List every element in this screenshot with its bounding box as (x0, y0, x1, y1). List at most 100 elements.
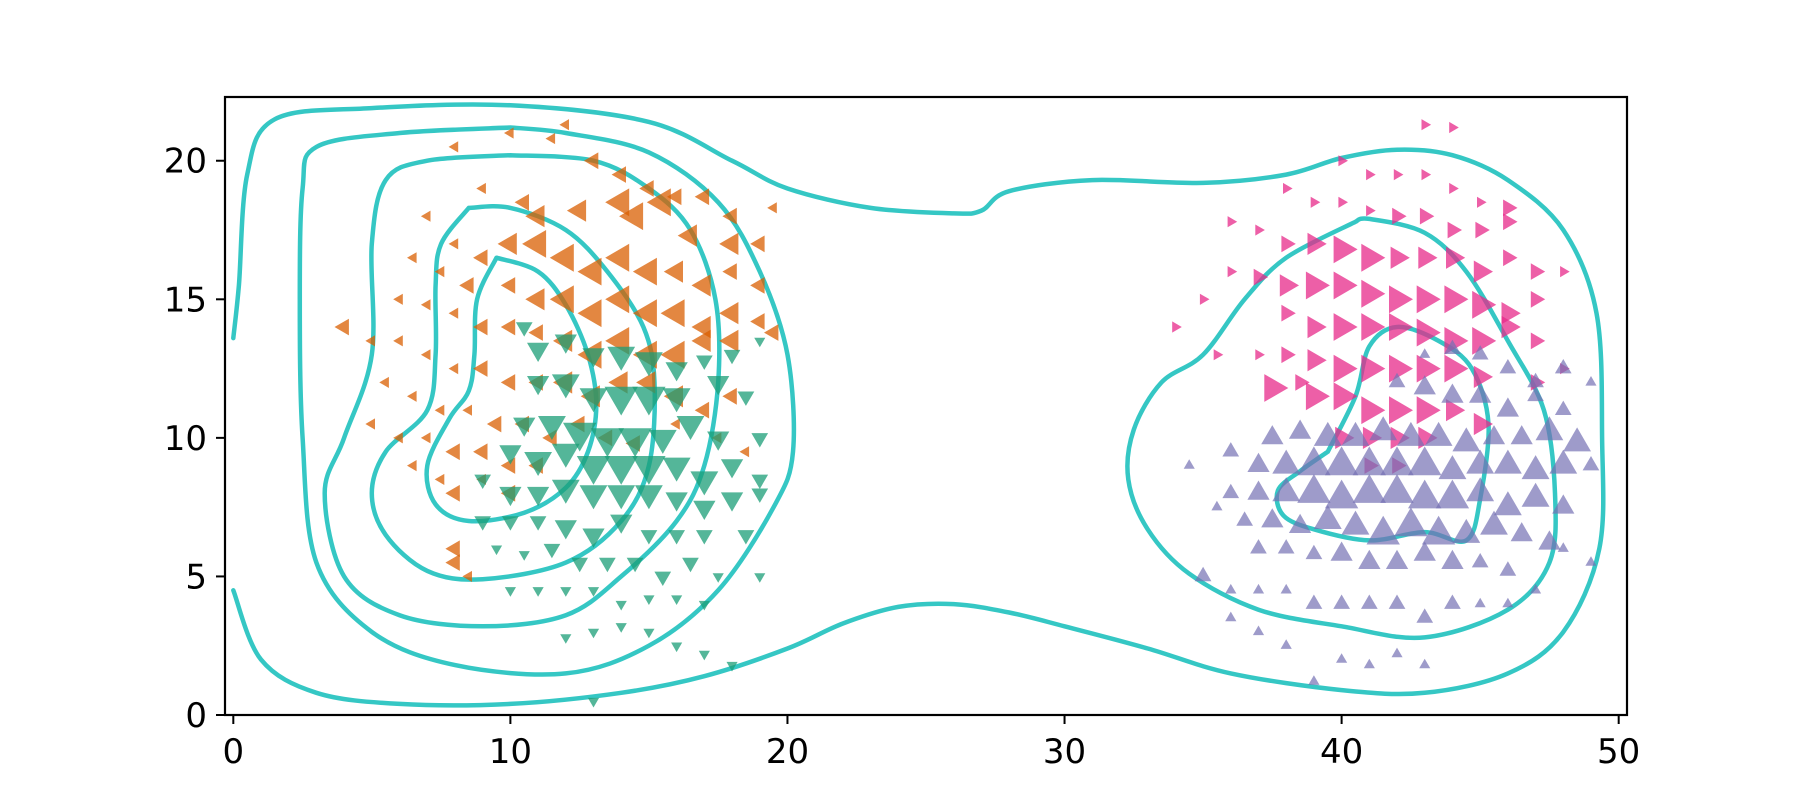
scatter-point (1503, 249, 1518, 267)
scatter-point (1452, 427, 1481, 452)
scatter-point (1493, 449, 1522, 474)
scatter-point (538, 416, 566, 440)
scatter-point (518, 551, 530, 561)
scatter-point (1280, 639, 1292, 649)
scatter-point (1413, 541, 1436, 561)
scatter-point (1236, 511, 1253, 526)
scatter-point (1361, 354, 1386, 383)
scatter-point (1510, 425, 1533, 445)
y-tick-label: 10 (164, 419, 207, 459)
scatter-point (605, 243, 630, 272)
scatter-point (1305, 594, 1323, 609)
scatter-point (610, 514, 633, 534)
scatter-point (549, 285, 574, 314)
scatter-point (524, 452, 552, 476)
scatter-point (1333, 382, 1358, 411)
scatter-point (1341, 421, 1370, 446)
scatter-point (500, 277, 516, 294)
scatter-point (1324, 479, 1359, 509)
scatter-point (1530, 583, 1542, 594)
scatter-point (739, 446, 750, 458)
scatter-point (1172, 321, 1182, 333)
scatter-point (566, 199, 587, 222)
scatter-point (529, 516, 547, 531)
scatter-point (1361, 396, 1386, 425)
scatter-point (750, 277, 765, 294)
scatter-point (632, 299, 657, 328)
scatter-point (1363, 658, 1375, 669)
x-tick-label: 10 (489, 732, 532, 772)
scatter-point (1369, 416, 1398, 441)
scatter-point (726, 661, 738, 672)
scatter-point (1585, 376, 1597, 386)
scatter-point (582, 528, 605, 548)
scatter-point (1563, 427, 1591, 452)
scatter-point (1421, 169, 1432, 181)
scatter-point (754, 337, 766, 348)
scatter-point (1272, 449, 1301, 474)
scatter-point (551, 374, 580, 399)
scatter-point (682, 557, 699, 573)
scatter-point (1535, 416, 1564, 441)
y-tick-label: 20 (164, 142, 207, 182)
scatter-point (1333, 235, 1358, 264)
scatter-point (660, 340, 685, 369)
scatter-point (1554, 359, 1572, 374)
scatter-point (497, 232, 517, 255)
x-tick-label: 40 (1320, 732, 1363, 772)
scatter-point (722, 207, 737, 225)
scatter-point (448, 307, 459, 319)
scatter-point (1281, 346, 1296, 364)
scatter-point (632, 386, 666, 416)
x-tick-label: 30 (1043, 732, 1086, 772)
scatter-point (719, 232, 739, 255)
scatter-point (668, 530, 685, 545)
scatter-point (1283, 182, 1293, 194)
scatter-point (1394, 507, 1428, 537)
scatter-point (445, 554, 460, 571)
scatter-point (1222, 442, 1240, 457)
scatter-point (560, 587, 572, 597)
scatter-point (1390, 426, 1410, 449)
scatter-point (1416, 285, 1441, 314)
scatter-point (1324, 446, 1359, 476)
scatter-point (671, 595, 683, 605)
scatter-point (504, 587, 516, 597)
scatter-point (407, 252, 417, 264)
scatter-point (420, 210, 431, 222)
scatter-point (1408, 446, 1442, 476)
scatter-point (619, 202, 644, 231)
scatter-point (504, 127, 514, 139)
scatter-point (1419, 207, 1435, 225)
scatter-point (448, 141, 459, 153)
scatter-point (615, 600, 627, 611)
scatter-point (448, 238, 459, 250)
scatter-point (527, 486, 550, 507)
scatter-point (1295, 374, 1310, 391)
scatter-point (554, 334, 577, 354)
scatter-point (1444, 354, 1469, 383)
scatter-point (1502, 597, 1514, 608)
scatter-point (632, 257, 657, 286)
scatter-point (459, 277, 474, 294)
scatter-point (563, 422, 597, 452)
scatter-point (691, 329, 711, 352)
scatter-point (1530, 263, 1546, 280)
scatter-point (474, 516, 491, 531)
scatter-point (1557, 542, 1569, 552)
contour-line-2 (322, 152, 722, 629)
scatter-point (499, 445, 522, 465)
scatter-point (448, 363, 459, 375)
scatter-point (1413, 375, 1436, 395)
scatter-point (590, 428, 625, 458)
scatter-point (1388, 594, 1406, 609)
scatter-point (379, 376, 389, 388)
scatter-point (1530, 291, 1546, 308)
scatter-point (1501, 315, 1521, 339)
scatter-point (445, 484, 460, 502)
scatter-point (663, 260, 683, 283)
scatter-point (1333, 313, 1358, 341)
scatter-point (1441, 383, 1464, 403)
scatter-point (1247, 480, 1270, 500)
scatter-point (643, 628, 655, 639)
